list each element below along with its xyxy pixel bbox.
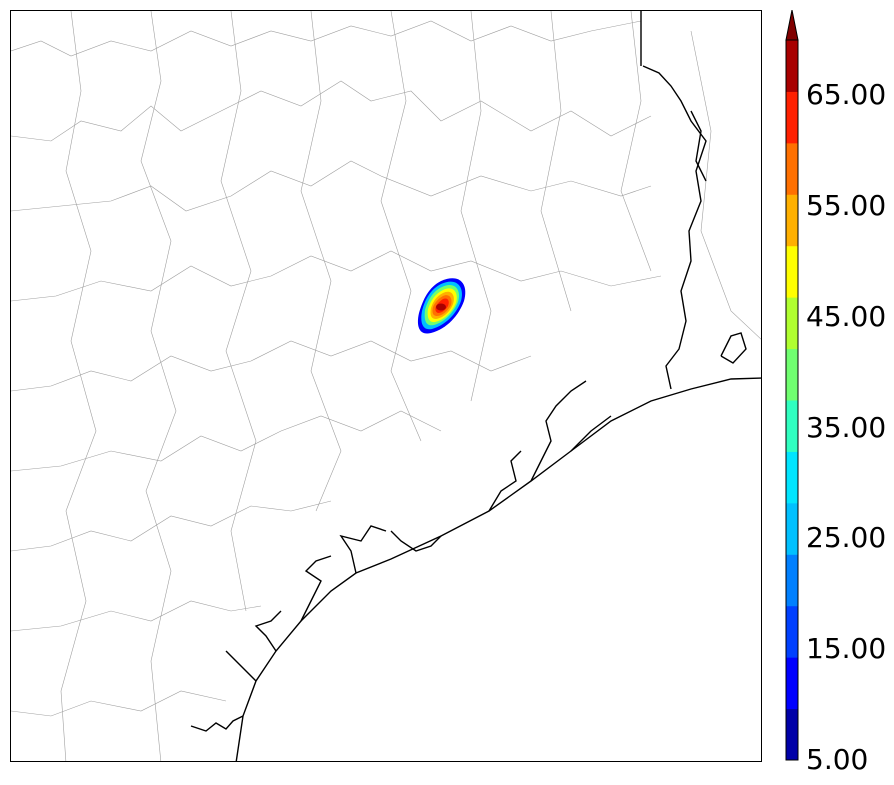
colorbar-tick-label: 45.00 (806, 299, 887, 333)
colorbar-segment (786, 400, 798, 452)
colorbar (785, 10, 799, 761)
colorbar-segment (786, 605, 798, 658)
colorbar-segment (786, 297, 798, 350)
colorbar-tick-label: 15.00 (806, 632, 887, 666)
colorbar-segment (786, 245, 798, 298)
colorbar-tick-label: 35.00 (806, 410, 887, 444)
county-boundaries (11, 11, 761, 761)
colorbar-tick-label: 65.00 (806, 78, 887, 112)
colorbar-segment (786, 708, 798, 761)
colorbar-tick-label: 55.00 (806, 189, 887, 223)
colorbar-segment (786, 194, 798, 247)
colorbar-segment (786, 502, 798, 555)
colorbar-segment (786, 657, 798, 710)
colorbar-segment (786, 554, 798, 607)
colorbar-tick-label: 5.00 (806, 743, 869, 776)
colorbar-extend-arrow (785, 10, 799, 41)
colorbar-segment (786, 91, 798, 144)
colorbar-segment (786, 348, 798, 401)
coastline (190, 11, 761, 761)
map-canvas (11, 11, 761, 761)
colorbar-segment (786, 142, 798, 195)
colorbar-segment (786, 451, 798, 504)
radar-storm-cell (417, 278, 466, 334)
radar-map[interactable] (10, 10, 762, 762)
colorbar-tick-label: 25.00 (806, 521, 887, 555)
colorbar-segment (786, 40, 798, 92)
